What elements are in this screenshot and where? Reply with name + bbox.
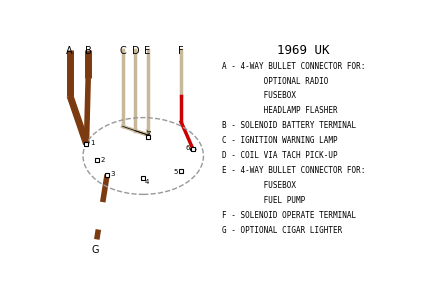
Text: A - 4-WAY BULLET CONNECTOR FOR:: A - 4-WAY BULLET CONNECTOR FOR: bbox=[222, 62, 366, 71]
Text: F - SOLENOID OPERATE TERMINAL: F - SOLENOID OPERATE TERMINAL bbox=[222, 211, 357, 220]
Text: F: F bbox=[178, 46, 183, 56]
Text: G: G bbox=[91, 245, 99, 255]
Text: FUSEBOX: FUSEBOX bbox=[222, 181, 297, 190]
Text: A: A bbox=[66, 46, 72, 56]
Text: E: E bbox=[144, 46, 151, 56]
Text: D - COIL VIA TACH PICK-UP: D - COIL VIA TACH PICK-UP bbox=[222, 151, 338, 160]
Text: OPTIONAL RADIO: OPTIONAL RADIO bbox=[222, 77, 329, 86]
Text: 1: 1 bbox=[90, 141, 95, 146]
Text: 5: 5 bbox=[174, 170, 178, 176]
Text: C - IGNITION WARNING LAMP: C - IGNITION WARNING LAMP bbox=[222, 136, 338, 145]
Text: C: C bbox=[119, 46, 126, 56]
Text: B - SOLENOID BATTERY TERMINAL: B - SOLENOID BATTERY TERMINAL bbox=[222, 121, 357, 130]
Text: 1969 UK: 1969 UK bbox=[277, 44, 329, 57]
Text: 7: 7 bbox=[147, 131, 151, 137]
Text: 6: 6 bbox=[186, 145, 190, 151]
Text: FUSEBOX: FUSEBOX bbox=[222, 91, 297, 101]
Text: E - 4-WAY BULLET CONNECTOR FOR:: E - 4-WAY BULLET CONNECTOR FOR: bbox=[222, 166, 366, 175]
Text: FUEL PUMP: FUEL PUMP bbox=[222, 196, 305, 205]
Text: 3: 3 bbox=[111, 171, 115, 177]
Text: 4: 4 bbox=[145, 179, 149, 185]
Text: B: B bbox=[85, 46, 91, 56]
Text: 2: 2 bbox=[100, 157, 105, 163]
Text: D: D bbox=[132, 46, 139, 56]
Text: HEADLAMP FLASHER: HEADLAMP FLASHER bbox=[222, 106, 338, 115]
Text: G - OPTIONAL CIGAR LIGHTER: G - OPTIONAL CIGAR LIGHTER bbox=[222, 226, 343, 235]
